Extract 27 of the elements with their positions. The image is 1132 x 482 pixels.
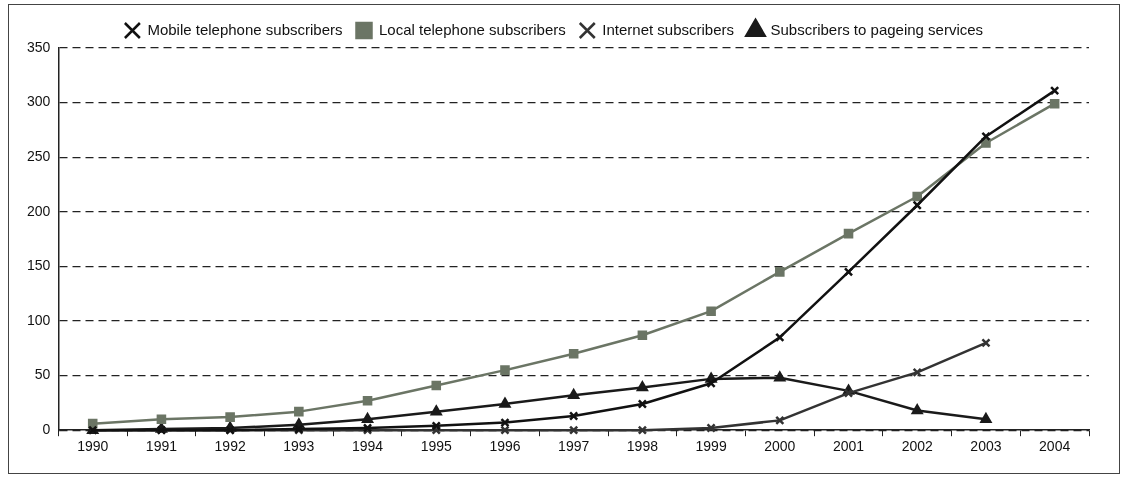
legend-label: Local telephone subscribers [379, 20, 566, 38]
y-tick-label: 100 [27, 311, 51, 328]
x-tick-label: 1997 [558, 438, 590, 455]
x-tick-label: 1991 [145, 438, 178, 455]
x-tick-label: 1996 [489, 438, 521, 455]
y-tick-label: 50 [34, 366, 51, 383]
y-tick-label: 300 [27, 93, 51, 110]
legend-label: Subscribers to pageing services [770, 20, 984, 38]
x-tick-label: 2004 [1039, 438, 1071, 455]
x-tick-label: 1992 [214, 438, 246, 455]
x-tick-label: 2003 [970, 438, 1002, 455]
y-tick-label: 200 [27, 202, 51, 219]
x-tick-label: 1993 [283, 438, 315, 455]
x-tick-label: 2002 [901, 438, 934, 455]
legend-label: Internet subscribers [602, 20, 735, 38]
y-tick-label: 150 [27, 257, 51, 274]
x-tick-label: 2001 [832, 438, 865, 455]
x-tick-label: 1990 [77, 438, 109, 455]
x-tick-label: 1994 [351, 438, 384, 455]
y-tick-label: 0 [42, 421, 51, 438]
x-tick-label: 1995 [420, 438, 453, 455]
x-tick-label: 2000 [764, 438, 796, 455]
x-tick-label: 1998 [626, 438, 659, 455]
y-tick-label: 250 [27, 148, 51, 165]
legend-label: Mobile telephone subscribers [147, 20, 343, 38]
x-tick-label: 1999 [695, 438, 727, 455]
y-tick-label: 350 [27, 38, 51, 55]
